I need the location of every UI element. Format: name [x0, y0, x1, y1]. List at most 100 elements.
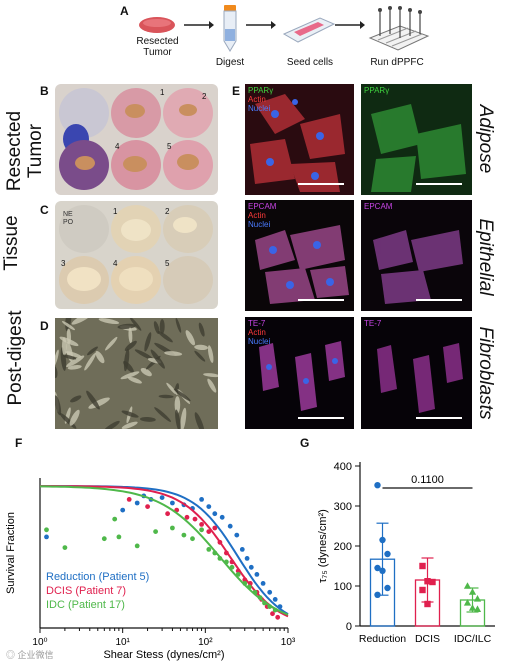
x-tick-label: 10¹	[115, 637, 130, 648]
data-point	[379, 536, 386, 544]
slide-icon	[282, 17, 336, 43]
flow-device-icon	[368, 6, 430, 51]
data-point	[159, 495, 165, 500]
cell-shape	[154, 407, 171, 422]
well-number: 5	[167, 142, 172, 151]
data-point	[126, 497, 132, 502]
cell-shape	[55, 395, 62, 416]
data-point	[199, 527, 205, 533]
cell-shape	[157, 331, 173, 343]
cell-shape	[129, 318, 142, 331]
data-point	[165, 511, 171, 517]
cell-shape	[207, 345, 214, 363]
data-point	[170, 525, 175, 531]
data-point	[120, 507, 126, 513]
data-point	[374, 482, 381, 489]
side-label-epithelial: Epithelial	[475, 218, 496, 296]
scale-bar	[298, 299, 344, 301]
y-tick-label: 300	[334, 501, 352, 513]
data-point	[153, 529, 159, 534]
cell-shape	[69, 409, 80, 426]
micrograph-adipose-single: PPARγ	[361, 84, 472, 195]
cell-shape	[117, 323, 137, 330]
x-tick-label: DCIS	[415, 633, 440, 645]
tube-icon	[223, 5, 237, 52]
data-point	[244, 556, 250, 561]
fit-curve	[40, 485, 289, 616]
panel-letter-b: B	[40, 84, 49, 98]
row-label-resected-tumor: Resected Tumor	[4, 110, 46, 192]
cell-shape	[144, 332, 152, 352]
tumor-plate-image: 1 2 4 5	[55, 84, 218, 195]
panel-letter-f: F	[15, 436, 23, 450]
scale-bar	[298, 183, 344, 185]
micrograph-adipose-merge: PPARγ Actin Nuclei	[245, 84, 354, 195]
cell-shape	[55, 349, 59, 367]
legend-entry: Reduction (Patient 5)	[46, 571, 149, 583]
y-axis-label: τ₇₅ (dynes/cm²)	[317, 509, 329, 583]
data-point	[181, 532, 187, 538]
data-point	[379, 567, 386, 574]
cell-shape	[70, 395, 82, 403]
phase-contrast-texture	[55, 318, 218, 429]
cell-shape	[105, 336, 118, 351]
cell-shape	[140, 367, 152, 377]
cell-shape	[194, 344, 208, 351]
data-point	[219, 514, 225, 520]
data-point	[234, 532, 240, 538]
data-point	[184, 514, 190, 520]
y-axis-label: Survival Fraction	[5, 512, 17, 594]
data-point	[473, 595, 482, 602]
tissue-plate-image: 1 2 3 4 5 NE PO	[55, 201, 218, 309]
x-tick-label: 10⁰	[32, 637, 47, 648]
well-number: 2	[165, 207, 170, 216]
cell-shape	[98, 318, 120, 325]
panel-letter-c: C	[40, 203, 49, 217]
x-tick-label: IDC/ILC	[454, 633, 492, 645]
tumor-icon	[139, 17, 175, 33]
stain-legend: PPARγ	[364, 86, 390, 95]
scale-bar	[298, 417, 344, 419]
cell-shape	[55, 366, 58, 379]
cell-shape	[87, 346, 98, 356]
cell-shape	[121, 410, 139, 418]
cell-shape	[61, 321, 76, 331]
well-number: 4	[113, 259, 118, 268]
arrow-icon	[184, 21, 214, 29]
y-tick-label: 0	[346, 621, 352, 633]
micrograph-fibroblast-merge: TE-7 Actin Nuclei	[245, 317, 354, 429]
p-value-label: 0.1100	[411, 474, 444, 486]
cell-shape	[159, 319, 165, 334]
cell-shape	[185, 330, 195, 346]
panel-letter-d: D	[40, 319, 49, 333]
arrow-icon	[246, 21, 276, 29]
cell-shape	[67, 364, 82, 370]
cell-shape	[194, 350, 206, 362]
data-point	[384, 550, 391, 558]
x-tick-label: 10³	[281, 637, 296, 648]
data-point	[424, 578, 431, 585]
cell-shape	[194, 412, 205, 429]
cell-shape	[120, 371, 140, 380]
side-label-adipose: Adipose	[475, 104, 496, 174]
panel-letter-e: E	[232, 84, 241, 98]
data-point	[468, 588, 477, 595]
data-point	[272, 597, 278, 602]
data-point	[424, 600, 431, 608]
watermark: ◎ 企业微信	[6, 650, 54, 660]
cell-shape	[123, 348, 130, 372]
data-point	[170, 500, 175, 506]
workflow-step-digest: Digest	[215, 57, 245, 68]
data-point	[212, 511, 218, 517]
cell-shape	[128, 327, 133, 344]
stain-legend: EPCAM	[364, 202, 393, 211]
fit-curve	[40, 485, 289, 618]
data-point	[192, 516, 198, 522]
cell-shape	[198, 322, 205, 337]
workflow-step-seed-cells: Seed cells	[286, 57, 334, 68]
wechat-icon: ◎	[6, 650, 18, 660]
scale-bar	[416, 417, 462, 419]
data-point	[468, 604, 477, 611]
workflow-step-resected-tumor: Resected Tumor	[136, 36, 179, 58]
cell-shape	[66, 355, 85, 368]
